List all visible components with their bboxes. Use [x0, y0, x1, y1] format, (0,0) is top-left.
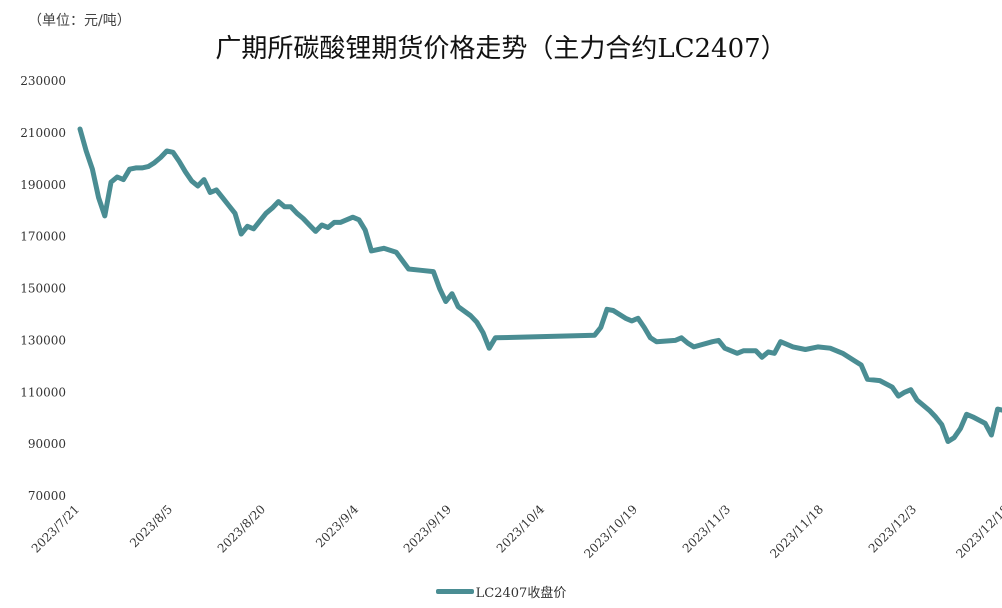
x-tick-label: 2023/8/5	[127, 502, 175, 550]
series-line	[77, 126, 1002, 444]
y-tick-label: 150000	[20, 282, 66, 296]
y-tick-label: 90000	[28, 437, 66, 451]
x-tick-label: 2023/12/3	[866, 502, 919, 555]
y-tick-label: 210000	[20, 126, 66, 140]
chart-title: 广期所碳酸锂期货价格走势（主力合约LC2407）	[215, 34, 787, 64]
x-tick-label: 2023/7/21	[29, 502, 82, 555]
x-tick-label: 2023/10/19	[581, 502, 640, 561]
x-tick-label: 2023/11/3	[680, 502, 733, 555]
x-tick-label: 2023/8/20	[215, 502, 268, 555]
x-tick-label: 2023/9/19	[401, 502, 454, 555]
legend-swatch	[435, 589, 474, 594]
y-tick-label: 70000	[28, 489, 66, 503]
x-tick-label: 2023/12/18	[953, 502, 1002, 561]
legend-label: LC2407收盘价	[475, 586, 567, 601]
unit-label: （单位：元/吨）	[28, 13, 131, 29]
y-tick-label: 230000	[20, 74, 66, 88]
x-tick-label: 2023/10/4	[494, 502, 548, 556]
y-tick-label: 170000	[20, 230, 66, 244]
x-tick-label: 2023/9/4	[313, 502, 361, 550]
x-tick-label: 2023/11/18	[767, 502, 826, 561]
y-tick-label: 130000	[20, 333, 66, 347]
y-tick-label: 110000	[20, 385, 66, 399]
legend: LC2407收盘价	[0, 582, 1002, 601]
y-tick-label: 190000	[20, 178, 66, 192]
